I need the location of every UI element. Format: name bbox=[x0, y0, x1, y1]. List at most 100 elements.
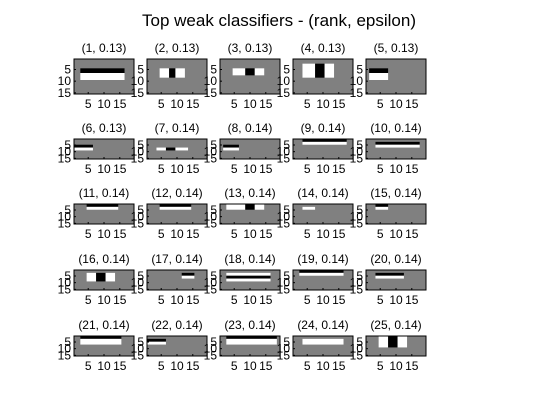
positive-region bbox=[375, 144, 420, 148]
positive-region bbox=[80, 73, 125, 80]
x-tick-label: 5 bbox=[377, 359, 384, 373]
x-tick-label: 15 bbox=[332, 359, 346, 373]
x-tick-label: 15 bbox=[332, 162, 346, 176]
y-tick-label: 15 bbox=[350, 216, 364, 230]
panel-title: (11, 0.14) bbox=[79, 186, 129, 200]
x-tick-label: 15 bbox=[332, 293, 346, 307]
positive-region bbox=[223, 147, 239, 151]
y-tick-label: 5 bbox=[64, 335, 71, 349]
panel-title: (24, 0.14) bbox=[297, 318, 348, 332]
x-tick-label: 15 bbox=[113, 293, 127, 307]
x-tick-label: 10 bbox=[316, 227, 330, 241]
x-tick-label: 10 bbox=[316, 293, 330, 307]
y-tick-label: 15 bbox=[204, 151, 218, 165]
y-tick-label: 5 bbox=[64, 203, 71, 217]
panel-background bbox=[147, 270, 207, 290]
positive-region bbox=[232, 68, 246, 76]
x-tick-label: 15 bbox=[186, 97, 200, 111]
negative-region bbox=[181, 272, 195, 276]
panel-title: (2, 0.13) bbox=[155, 41, 200, 55]
x-tick-label: 10 bbox=[170, 227, 184, 241]
x-tick-label: 10 bbox=[243, 293, 257, 307]
y-tick-label: 15 bbox=[277, 348, 291, 362]
y-tick-label: 10 bbox=[350, 276, 364, 290]
x-tick-label: 5 bbox=[158, 97, 165, 111]
y-tick-label: 5 bbox=[356, 138, 363, 152]
figure-title: Top weak classifiers - (rank, epsilon) bbox=[142, 11, 416, 30]
y-tick-label: 15 bbox=[58, 216, 72, 230]
y-tick-label: 10 bbox=[131, 210, 145, 224]
positive-region bbox=[375, 275, 404, 279]
x-tick-label: 10 bbox=[243, 97, 257, 111]
x-tick-label: 5 bbox=[85, 293, 92, 307]
positive-region bbox=[105, 272, 116, 282]
y-tick-label: 15 bbox=[131, 151, 145, 165]
x-tick-label: 5 bbox=[85, 162, 92, 176]
positive-region bbox=[159, 68, 170, 78]
negative-region bbox=[74, 144, 93, 148]
positive-region bbox=[397, 336, 408, 348]
x-tick-label: 5 bbox=[304, 162, 311, 176]
x-tick-label: 10 bbox=[170, 293, 184, 307]
y-tick-label: 5 bbox=[210, 138, 217, 152]
panel-title: (12, 0.14) bbox=[151, 186, 202, 200]
positive-region bbox=[156, 147, 166, 151]
panel-background bbox=[293, 204, 353, 224]
y-tick-label: 10 bbox=[350, 145, 364, 159]
positive-region bbox=[302, 63, 316, 78]
x-tick-label: 15 bbox=[259, 162, 273, 176]
y-tick-label: 5 bbox=[283, 269, 290, 283]
panel-title: (8, 0.14) bbox=[228, 121, 273, 135]
panel-title: (16, 0.14) bbox=[78, 252, 129, 266]
positive-region bbox=[369, 73, 389, 80]
x-tick-label: 5 bbox=[377, 97, 384, 111]
y-tick-label: 10 bbox=[58, 342, 72, 356]
y-tick-label: 10 bbox=[277, 276, 291, 290]
negative-region bbox=[375, 272, 404, 276]
y-tick-label: 5 bbox=[356, 203, 363, 217]
y-tick-label: 10 bbox=[204, 74, 218, 88]
y-tick-label: 5 bbox=[137, 138, 144, 152]
panel-title: (20, 0.14) bbox=[370, 252, 421, 266]
y-tick-label: 5 bbox=[283, 138, 290, 152]
panel-title: (13, 0.14) bbox=[224, 186, 275, 200]
y-tick-label: 15 bbox=[277, 282, 291, 296]
x-tick-label: 5 bbox=[158, 359, 165, 373]
x-tick-label: 10 bbox=[243, 359, 257, 373]
panel-title: (18, 0.14) bbox=[224, 252, 275, 266]
y-tick-label: 15 bbox=[131, 86, 145, 100]
y-tick-label: 10 bbox=[277, 74, 291, 88]
x-tick-label: 15 bbox=[113, 359, 127, 373]
y-tick-label: 10 bbox=[58, 276, 72, 290]
negative-region bbox=[80, 336, 122, 339]
y-tick-label: 5 bbox=[356, 63, 363, 77]
x-tick-label: 10 bbox=[170, 97, 184, 111]
y-tick-label: 10 bbox=[131, 342, 145, 356]
x-tick-label: 5 bbox=[231, 97, 238, 111]
panel-background bbox=[74, 139, 134, 159]
panel-title: (9, 0.14) bbox=[301, 121, 346, 135]
y-tick-label: 10 bbox=[204, 342, 218, 356]
y-tick-label: 5 bbox=[137, 335, 144, 349]
y-tick-label: 15 bbox=[58, 282, 72, 296]
positive-region bbox=[86, 272, 97, 282]
panel-title: (4, 0.13) bbox=[301, 41, 346, 55]
panel-title: (23, 0.14) bbox=[224, 318, 275, 332]
y-tick-label: 10 bbox=[277, 342, 291, 356]
y-tick-label: 5 bbox=[356, 269, 363, 283]
x-tick-label: 15 bbox=[259, 227, 273, 241]
x-tick-label: 5 bbox=[85, 359, 92, 373]
negative-region bbox=[315, 63, 325, 78]
